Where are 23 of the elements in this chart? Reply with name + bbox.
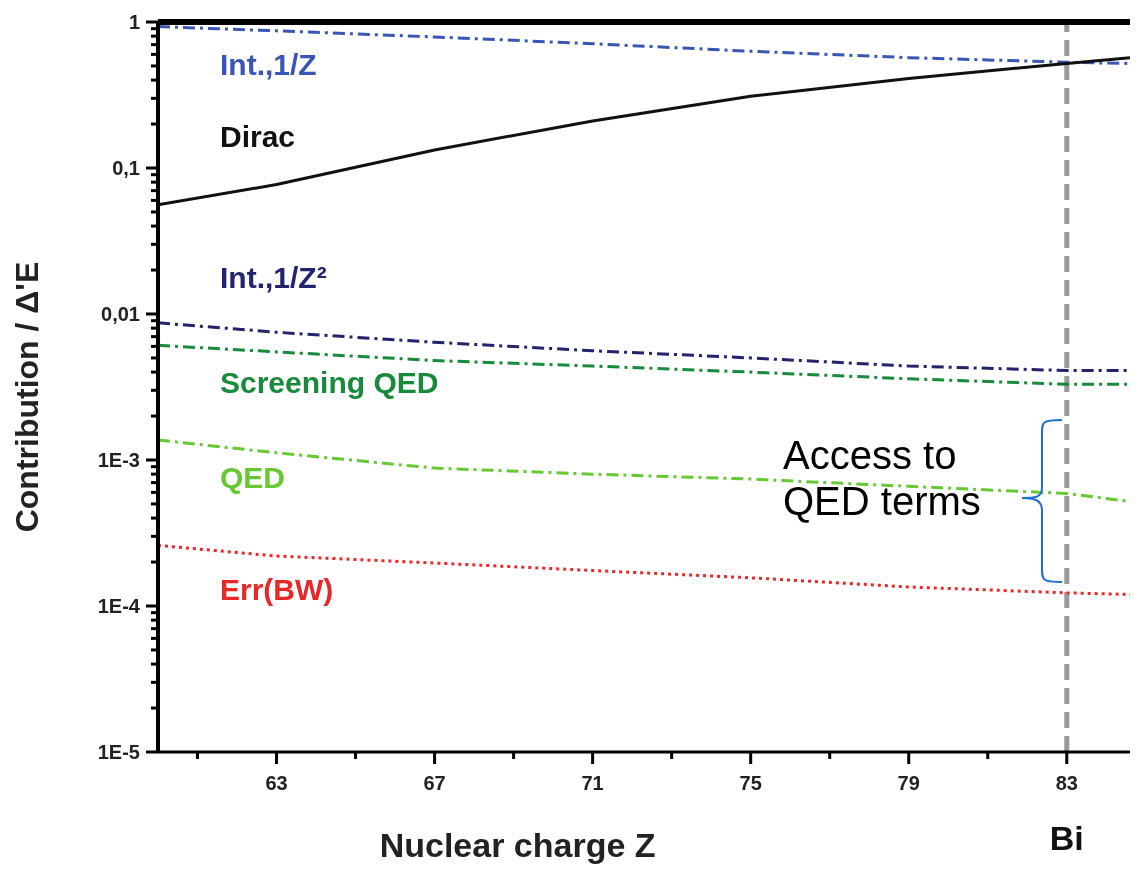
x-tick-label: 71 — [581, 772, 604, 794]
x-tick-label: 67 — [423, 772, 446, 794]
x-axis-title: Nuclear charge Z — [379, 826, 656, 864]
series-label: Dirac — [220, 119, 296, 153]
y-tick-label: 1E-3 — [97, 449, 140, 471]
x-tick-label: 79 — [897, 772, 920, 794]
series-label: Err(BW) — [220, 573, 334, 607]
line-series — [158, 321, 1130, 373]
y-tick-label: 1E-4 — [97, 595, 141, 617]
series-label: Int.,1/Z² — [220, 260, 327, 294]
x-tick-label: 75 — [739, 772, 762, 794]
series-label: Int.,1/Z — [220, 47, 317, 81]
y-tick-label: 0,01 — [101, 303, 140, 325]
ref-line-label: Bi — [1049, 819, 1084, 857]
y-tick-label: 0,1 — [112, 157, 140, 179]
y-axis-title: Contribution / Δ'E — [9, 261, 45, 533]
series-label: QED — [220, 461, 286, 495]
annotation: Access to QED terms — [783, 432, 982, 524]
y-tick-label: 1E-5 — [97, 741, 140, 763]
y-tick-label: 1 — [128, 11, 140, 33]
series-label: Screening QED — [220, 366, 439, 400]
x-tick-label: 63 — [265, 772, 288, 794]
x-tick-label: 83 — [1055, 772, 1078, 794]
